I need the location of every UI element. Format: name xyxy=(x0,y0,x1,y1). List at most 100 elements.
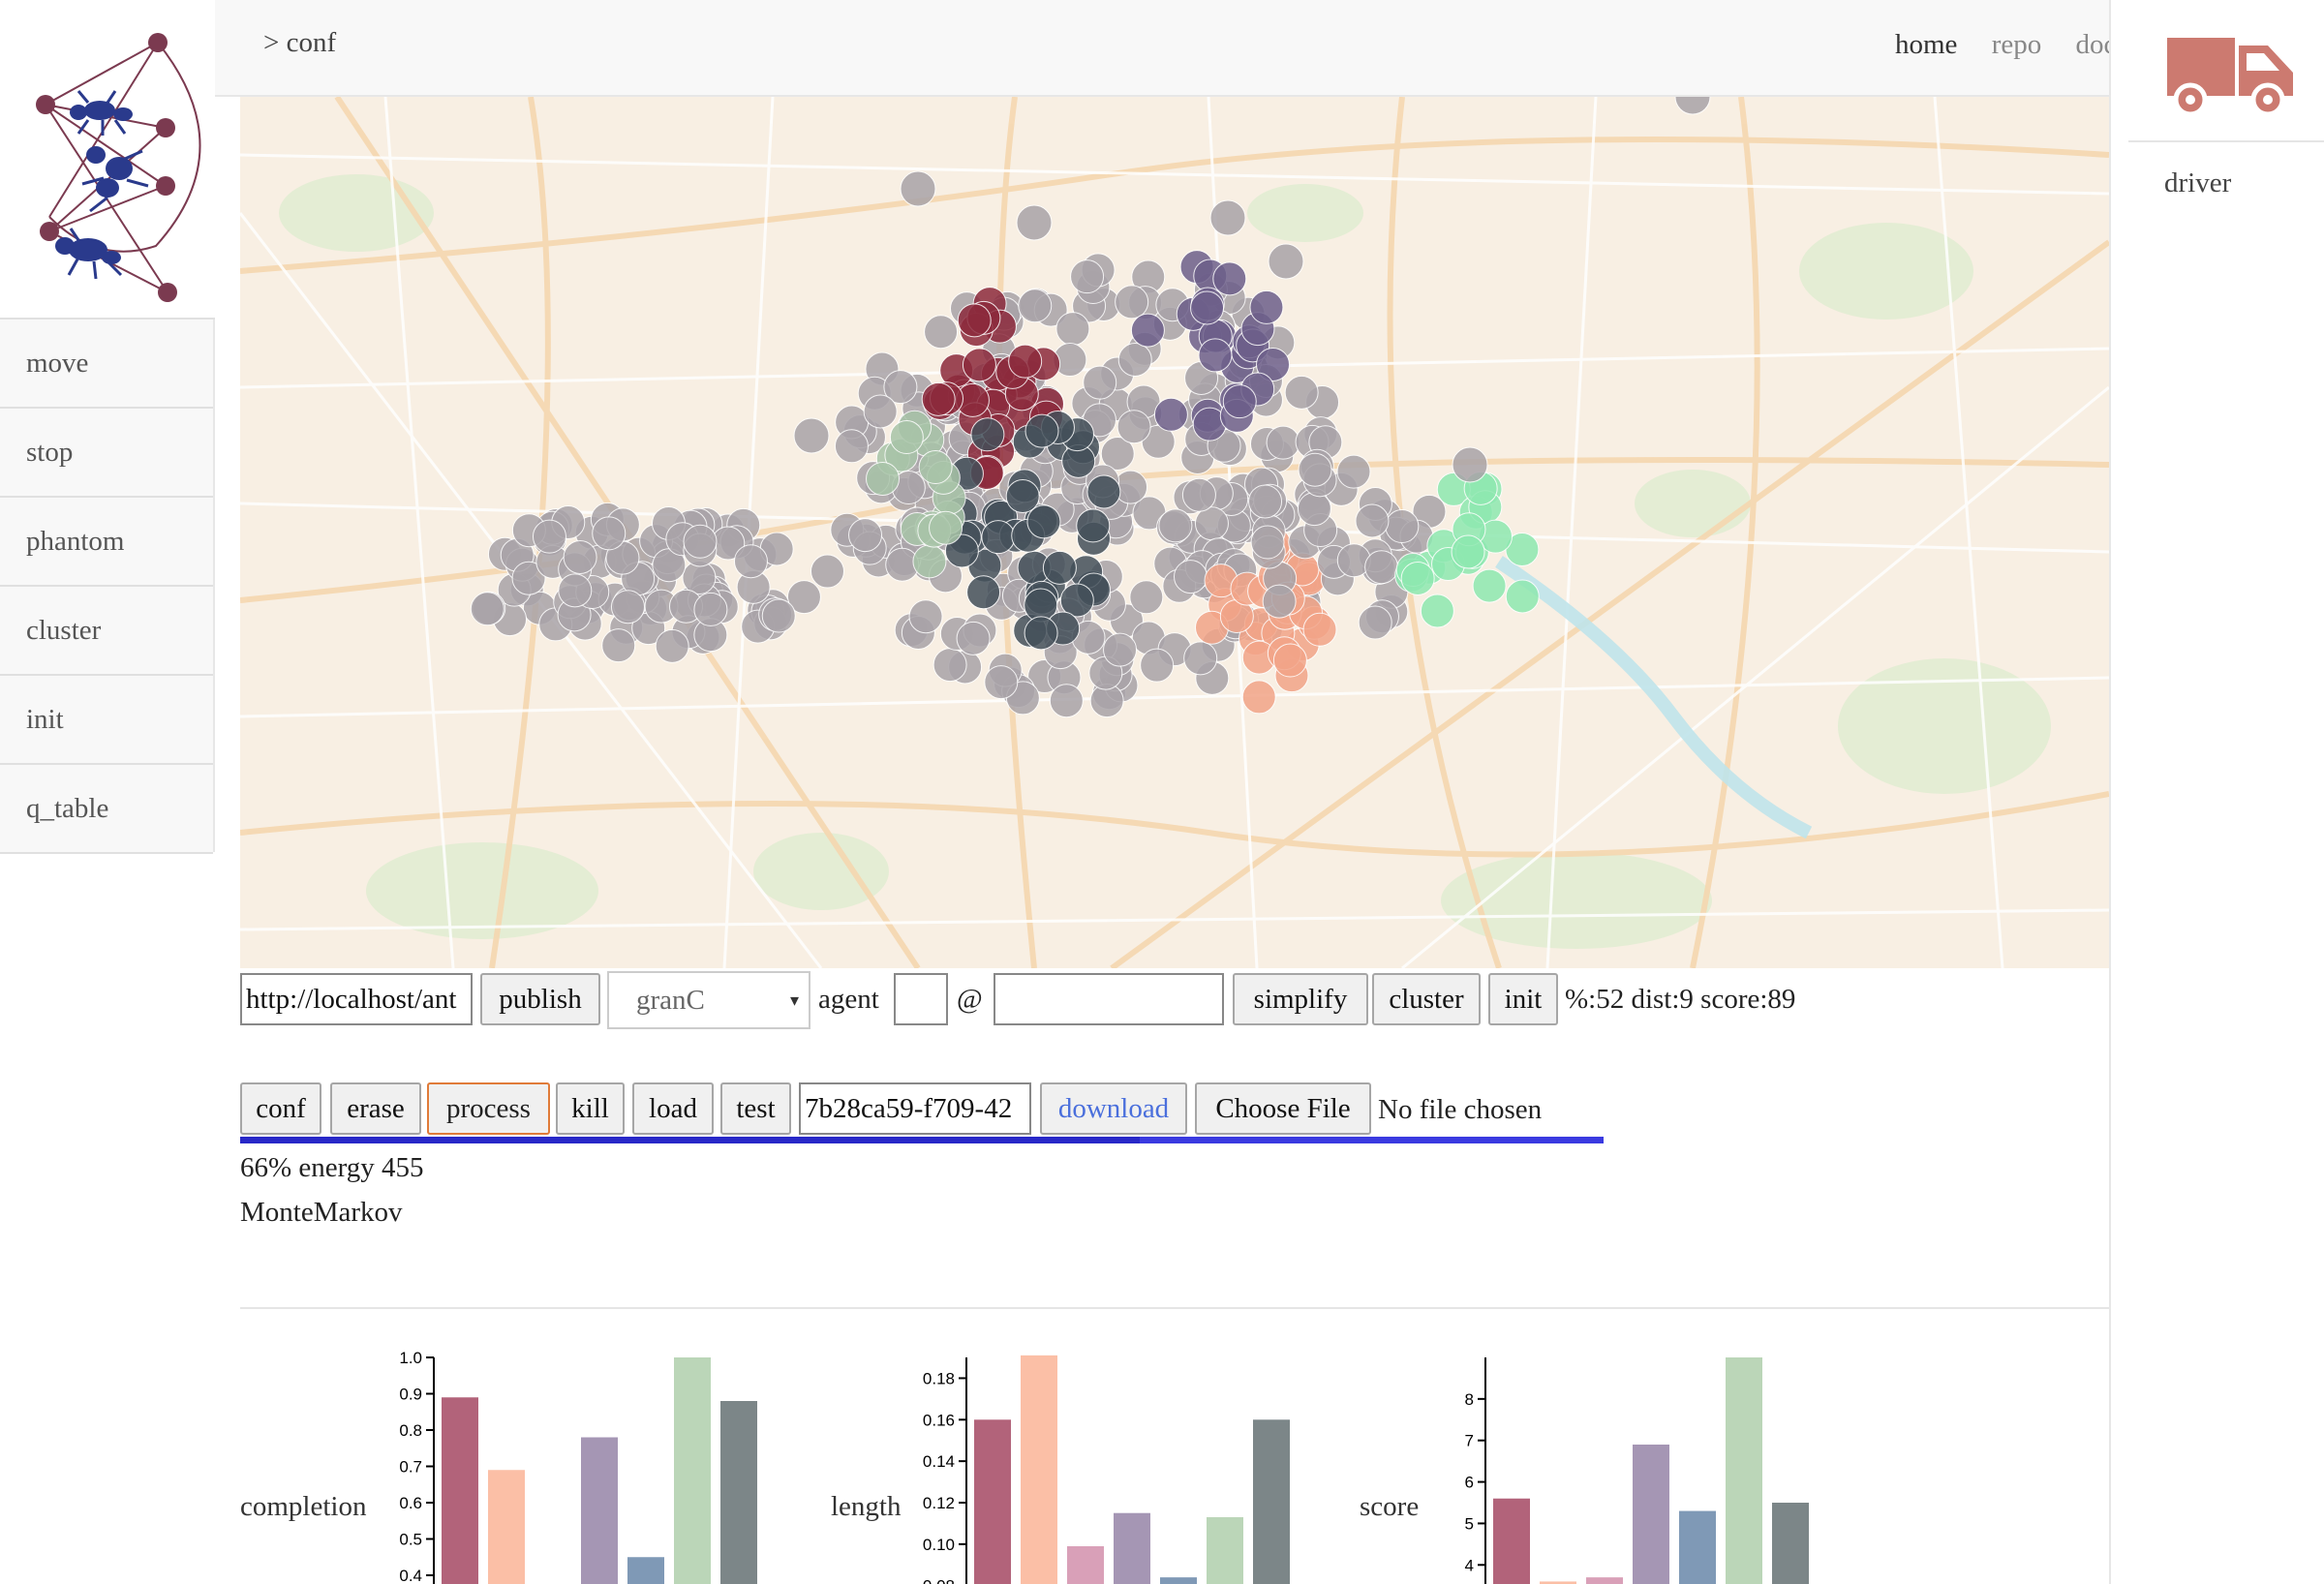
agent-marker[interactable] xyxy=(1266,425,1300,460)
agent-marker[interactable] xyxy=(889,420,924,455)
agent-marker[interactable] xyxy=(1241,680,1276,715)
agent-marker[interactable] xyxy=(908,599,943,634)
agent-marker[interactable] xyxy=(655,628,689,663)
agent-marker[interactable] xyxy=(981,520,1016,555)
agent-marker[interactable] xyxy=(1297,492,1331,527)
agent-marker[interactable] xyxy=(1420,594,1454,628)
sidebar-item-cluster[interactable]: cluster xyxy=(0,587,213,676)
map-view[interactable] xyxy=(240,97,2109,968)
agent-marker[interactable] xyxy=(1336,454,1371,489)
nav-link-home[interactable]: home xyxy=(1895,29,1958,60)
agent-marker[interactable] xyxy=(1272,643,1307,678)
agent-marker[interactable] xyxy=(470,592,505,626)
agent-marker[interactable] xyxy=(1249,289,1284,324)
agent-marker[interactable] xyxy=(863,394,898,429)
agent-marker[interactable] xyxy=(1302,612,1337,647)
agent-marker[interactable] xyxy=(900,170,936,207)
agent-marker[interactable] xyxy=(1140,648,1175,683)
agent-marker[interactable] xyxy=(1222,384,1257,419)
nav-link-repo[interactable]: repo xyxy=(1991,29,2042,60)
agent-marker[interactable] xyxy=(610,590,645,624)
agent-marker[interactable] xyxy=(601,628,636,663)
agent-marker[interactable] xyxy=(563,539,597,574)
agent-marker[interactable] xyxy=(1505,579,1540,614)
agent-marker[interactable] xyxy=(1181,477,1216,512)
agent-marker[interactable] xyxy=(1452,446,1488,483)
agent-marker[interactable] xyxy=(1364,550,1399,585)
agent-marker[interactable] xyxy=(1198,338,1233,373)
agent-marker[interactable] xyxy=(1116,410,1151,444)
host-input[interactable] xyxy=(994,973,1224,1025)
agent-marker[interactable] xyxy=(683,524,718,559)
test-button[interactable]: test xyxy=(720,1082,791,1135)
agent-marker[interactable] xyxy=(1083,365,1117,400)
sidebar-item-move[interactable]: move xyxy=(0,320,213,409)
agent-marker[interactable] xyxy=(761,598,796,633)
map-canvas[interactable] xyxy=(240,97,2109,968)
agent-marker[interactable] xyxy=(1284,375,1319,410)
kill-button[interactable]: kill xyxy=(556,1082,625,1135)
agent-marker[interactable] xyxy=(592,516,627,551)
agent-marker[interactable] xyxy=(1129,580,1164,615)
agent-marker[interactable] xyxy=(1024,616,1058,651)
url-input[interactable]: http://localhost/ant xyxy=(240,973,473,1025)
publish-button[interactable]: publish xyxy=(480,973,600,1025)
agent-marker[interactable] xyxy=(933,648,967,683)
agent-marker[interactable] xyxy=(1055,312,1090,347)
agent-marker[interactable] xyxy=(1086,474,1121,509)
agent-marker[interactable] xyxy=(1024,413,1059,448)
agent-marker[interactable] xyxy=(1209,199,1246,236)
agent-input[interactable] xyxy=(894,973,948,1025)
agent-marker[interactable] xyxy=(1158,508,1193,543)
simplify-button[interactable]: simplify xyxy=(1233,973,1368,1025)
agent-marker[interactable] xyxy=(1250,525,1285,560)
agent-marker[interactable] xyxy=(1100,436,1135,471)
agent-marker[interactable] xyxy=(970,417,1005,452)
agent-marker[interactable] xyxy=(558,573,593,608)
agent-marker[interactable] xyxy=(1212,261,1247,296)
agent-marker[interactable] xyxy=(1400,561,1435,595)
agent-marker[interactable] xyxy=(1070,259,1105,294)
agent-marker[interactable] xyxy=(1076,508,1111,543)
agent-marker[interactable] xyxy=(1026,504,1061,539)
agent-marker[interactable] xyxy=(810,554,844,589)
agent-marker[interactable] xyxy=(1103,632,1138,667)
truck-icon[interactable] xyxy=(2161,24,2297,126)
agent-marker[interactable] xyxy=(1153,397,1188,432)
agent-marker[interactable] xyxy=(1262,584,1297,619)
agent-marker[interactable] xyxy=(1117,342,1152,377)
agent-marker[interactable] xyxy=(1016,204,1053,241)
agent-marker[interactable] xyxy=(834,429,869,464)
load-button[interactable]: load xyxy=(632,1082,714,1135)
agent-marker[interactable] xyxy=(733,544,768,579)
agent-marker[interactable] xyxy=(786,580,821,615)
cluster-select[interactable]: granC ▾ xyxy=(607,971,810,1029)
agent-marker[interactable] xyxy=(962,348,996,382)
erase-button[interactable]: erase xyxy=(330,1082,421,1135)
agent-marker[interactable] xyxy=(1190,290,1225,325)
agent-marker[interactable] xyxy=(1298,452,1332,487)
sidebar-item-q-table[interactable]: q_table xyxy=(0,765,213,854)
sidebar-item-init[interactable]: init xyxy=(0,676,213,765)
conf-button[interactable]: conf xyxy=(240,1082,321,1135)
agent-marker[interactable] xyxy=(1355,503,1390,538)
agent-marker[interactable] xyxy=(866,461,901,496)
agent-marker[interactable] xyxy=(921,381,956,416)
agent-marker[interactable] xyxy=(848,518,883,553)
agent-marker[interactable] xyxy=(1115,285,1149,320)
agent-marker[interactable] xyxy=(1049,684,1084,718)
agent-marker[interactable] xyxy=(957,303,992,338)
agent-marker[interactable] xyxy=(1451,534,1485,569)
cluster-button[interactable]: cluster xyxy=(1372,973,1481,1025)
agent-marker[interactable] xyxy=(532,519,566,554)
agent-marker[interactable] xyxy=(956,621,991,655)
agent-marker[interactable] xyxy=(1358,605,1392,640)
agent-marker[interactable] xyxy=(1183,641,1218,676)
agent-marker[interactable] xyxy=(924,315,959,350)
agent-marker[interactable] xyxy=(1256,347,1291,381)
agent-marker[interactable] xyxy=(1268,243,1304,280)
agent-marker[interactable] xyxy=(929,510,963,545)
download-button[interactable]: download xyxy=(1040,1082,1187,1135)
agent-marker[interactable] xyxy=(1018,289,1053,323)
process-button[interactable]: process xyxy=(427,1082,550,1135)
